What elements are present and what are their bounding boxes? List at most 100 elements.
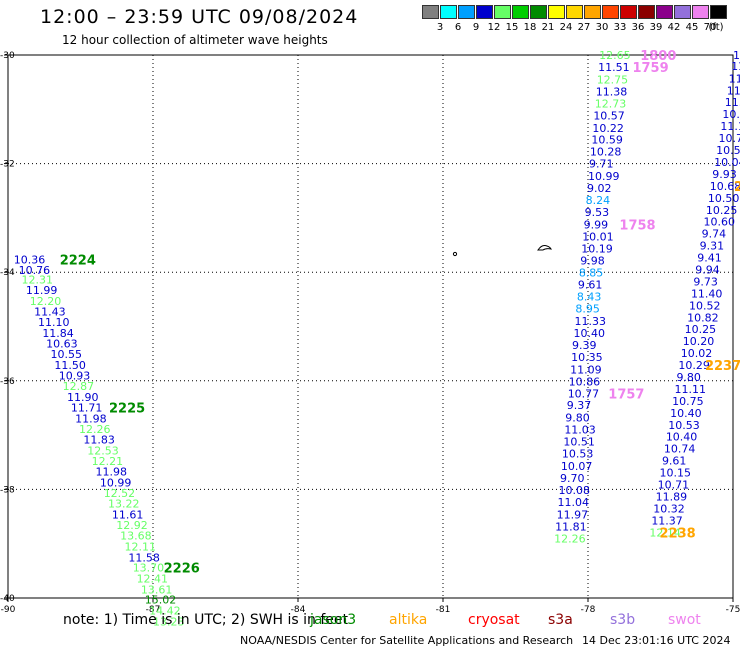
wave-height-value: 10.55 (51, 348, 83, 361)
wave-height-value: 11.48 (725, 96, 740, 109)
wave-height-value: 12.75 (597, 73, 629, 86)
wave-height-value: 10.75 (672, 395, 704, 408)
credit-line: NOAA/NESDIS Center for Satellite Applica… (240, 634, 574, 647)
scale-label: 45 (685, 22, 699, 33)
wave-height-value: 10.60 (704, 216, 736, 229)
wave-height-value: 11.90 (67, 391, 99, 404)
wave-height-value: 11.97 (557, 508, 589, 521)
generated-timestamp: 14 Dec 23:01:16 UTC 2024 (582, 634, 731, 647)
scale-label: 27 (577, 22, 591, 33)
scale-swatch (440, 5, 457, 19)
satellite-legend-s3b: s3b (610, 612, 636, 628)
lon-label: -87 (146, 605, 161, 615)
pass-time-label: 223 (734, 180, 740, 195)
wave-height-value: 10.50 (708, 192, 740, 205)
scale-swatch (638, 5, 655, 19)
lon-label: -84 (291, 605, 306, 615)
pass-time-label: 1758 (619, 218, 655, 233)
footer-note: note: 1) Time is in UTC; 2) SWH is in fe… (63, 612, 349, 628)
wave-height-value: 11.11 (675, 383, 707, 396)
wave-height-value: 10.32 (653, 502, 685, 515)
lat-label: -32 (0, 160, 15, 170)
wave-height-value: 10.74 (664, 443, 696, 456)
wave-height-value: 10.99 (588, 170, 620, 183)
pass-time-label: 1757 (608, 387, 644, 402)
lat-label: -38 (0, 485, 15, 495)
pass-time-label: 2226 (164, 562, 200, 577)
wave-height-value: 12.26 (79, 423, 111, 436)
scale-swatch (494, 5, 511, 19)
wave-height-value: 10.59 (591, 134, 623, 147)
scale-swatch (422, 5, 439, 19)
scale-label: 33 (613, 22, 627, 33)
wave-height-value: 10.04 (714, 156, 740, 169)
wave-height-value: 8.43 (577, 291, 602, 304)
wave-height-value: 10.68 (710, 180, 740, 193)
wave-height-value: 13.68 (120, 530, 152, 543)
wave-height-value: 11.03 (564, 424, 596, 437)
map-title: 12:00 – 23:59 UTC 09/08/2024 (40, 6, 359, 28)
satellite-legend-jason3: jason3 (310, 612, 357, 628)
scale-swatch (602, 5, 619, 19)
wave-height-value: 10.15 (660, 467, 692, 480)
wave-height-value: 10.40 (574, 327, 606, 340)
scale-label: 39 (649, 22, 663, 33)
wave-height-value: 9.73 (693, 275, 718, 288)
wave-height-value: 14.42 (149, 604, 181, 617)
wave-height-value: 12.87 (63, 380, 95, 393)
scale-label: 6 (454, 22, 462, 33)
wave-height-value: 11.71 (71, 401, 103, 414)
scale-label: 9 (472, 22, 480, 33)
wave-height-value: 10.28 (590, 146, 622, 159)
island-outline (537, 245, 552, 251)
wave-height-value: 11.50 (54, 359, 86, 372)
wave-height-value: 10.99 (100, 476, 132, 489)
wave-height-value: 12.21 (92, 455, 124, 468)
wave-height-value: 11.43 (34, 305, 66, 318)
wave-height-value: 11.34 (727, 84, 740, 97)
wave-height-value: 10.01 (582, 230, 614, 243)
wave-height-value: 9.61 (662, 455, 687, 468)
satellite-legend-cryosat: cryosat (468, 612, 520, 628)
wave-height-value: 10.22 (592, 122, 624, 135)
wave-height-value: 11.45 (731, 60, 740, 73)
wave-height-value: 9.31 (700, 240, 725, 253)
wave-height-value: 10.53 (668, 419, 700, 432)
wave-height-value: 11.33 (574, 315, 606, 328)
pass-time-label: 1759 (632, 61, 668, 76)
scale-swatch (566, 5, 583, 19)
wave-height-value: 13.70 (133, 562, 165, 575)
wave-height-value: 11.51 (598, 61, 630, 74)
wave-height-value: 11.38 (596, 85, 628, 98)
wave-height-value: 10.40 (666, 431, 698, 444)
wave-height-value: 11.81 (555, 520, 587, 533)
wave-height-value: 10.25 (706, 204, 738, 217)
island-outline (452, 251, 458, 257)
scale-swatch (476, 5, 493, 19)
scale-swatch (674, 5, 691, 19)
pass-time-label: 2225 (109, 401, 145, 416)
wave-height-value: 11.37 (651, 514, 683, 527)
wave-height-value: 10.71 (658, 479, 690, 492)
wave-height-value: 13.22 (108, 498, 140, 511)
wave-height-value: 11.89 (656, 490, 688, 503)
scale-label: 24 (559, 22, 573, 33)
scale-label: 12 (487, 22, 501, 33)
wave-height-value: 10.75 (719, 132, 740, 145)
pass-time-label: 2224 (60, 254, 96, 269)
wave-height-value: 11.99 (26, 284, 57, 297)
scale-unit: (ft) (708, 22, 724, 33)
scale-swatch (692, 5, 709, 19)
lat-label: -36 (0, 377, 15, 387)
lat-label: -30 (0, 51, 15, 61)
wave-height-value: 12.14 (649, 526, 681, 539)
wave-height-value: 10.07 (561, 460, 593, 473)
lat-label: -40 (0, 594, 15, 604)
map-frame (7, 54, 734, 599)
wave-height-value: 12.41 (137, 572, 169, 585)
wave-height-value: 8.95 (575, 303, 600, 316)
wave-height-value: 13.61 (141, 583, 173, 596)
wave-height-value: 9.80 (676, 371, 701, 384)
satellite-legend-altika: altika (389, 612, 428, 628)
